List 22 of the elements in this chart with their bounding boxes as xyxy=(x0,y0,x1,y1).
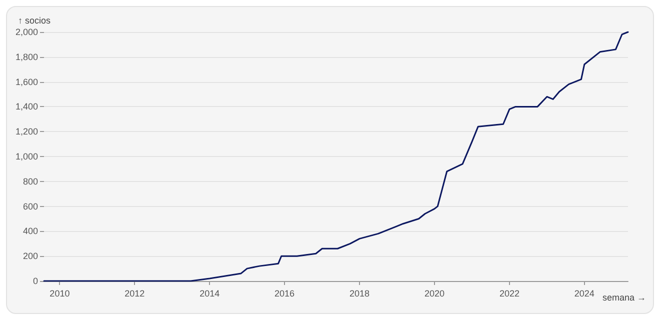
y-tick-label: 1,400 xyxy=(15,102,38,112)
y-tick-label: 1,800 xyxy=(15,52,38,62)
y-axis-title: ↑ socios xyxy=(18,16,52,26)
x-tick-label: 2012 xyxy=(124,288,145,298)
y-tick-label: 1,000 xyxy=(15,152,38,162)
y-tick-label: 600 xyxy=(22,201,38,212)
y-tick-label: 800 xyxy=(22,176,38,186)
x-tick-label: 2024 xyxy=(574,288,594,298)
y-tick-label: 400 xyxy=(22,226,38,236)
x-tick-label: 2016 xyxy=(274,288,295,298)
x-tick-label: 2020 xyxy=(424,288,444,298)
line-series xyxy=(43,31,629,282)
x-axis-title: semana → xyxy=(602,292,646,302)
y-tick-label: 1,200 xyxy=(15,126,38,137)
x-tick-label: 2018 xyxy=(350,288,370,298)
x-tick-label: 2014 xyxy=(200,288,220,298)
x-tick-label: 2010 xyxy=(50,288,70,298)
y-tick-label: 1,600 xyxy=(15,76,38,87)
y-tick-label: 200 xyxy=(22,251,38,262)
y-tick-label: 0 xyxy=(32,276,38,286)
x-tick-label: 2022 xyxy=(499,288,520,298)
y-tick-label: 2,000 xyxy=(15,27,38,37)
